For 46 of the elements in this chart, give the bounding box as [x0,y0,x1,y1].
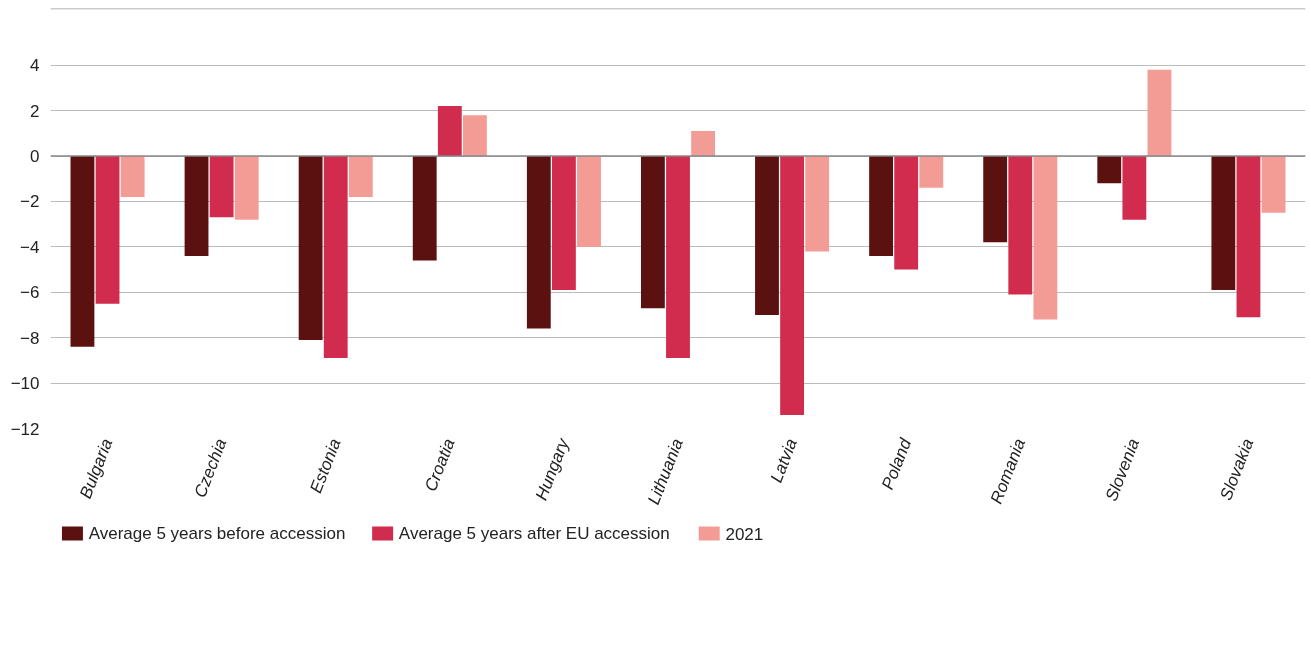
bar [666,156,690,359]
y-tick-label: 4 [30,56,40,76]
bar [780,156,805,415]
bar [869,156,893,256]
bar [894,156,919,270]
bar [1097,156,1122,184]
bar [755,156,779,315]
bar [463,115,487,157]
bar [1008,156,1033,295]
bar [95,156,120,304]
bar [1122,156,1147,220]
bar [1261,156,1286,213]
bar [120,156,145,197]
bar [298,156,323,340]
bar [184,156,209,256]
y-tick-label: 0 [30,147,40,167]
bar [919,156,944,188]
y-tick-label: −2 [20,192,40,212]
bar [526,156,551,329]
y-tick-label: −8 [20,328,40,348]
bar [437,106,462,157]
y-tick-label: −12 [10,419,40,439]
bar [348,156,373,197]
bar [1211,156,1236,291]
bar [805,156,830,252]
bar [640,156,665,309]
y-tick-label: −6 [20,283,40,303]
legend-label: Average 5 years before accession [88,524,346,543]
bar [1147,69,1172,157]
bar [412,156,437,261]
legend-label: Average 5 years after EU accession [398,524,670,543]
bar [1236,156,1261,318]
bar [983,156,1008,243]
y-tick-label: −4 [20,237,40,257]
y-tick-label: 2 [30,101,40,121]
legend-label: 2021 [725,524,764,544]
bar [234,156,259,220]
bar [551,156,576,291]
y-tick-label: −10 [10,374,40,394]
bar [577,156,601,247]
bar [323,156,348,359]
x-tick-label: Latvia [766,436,801,486]
bar [1033,156,1058,320]
bar [70,156,95,347]
bar [691,131,716,157]
bar [209,156,234,218]
